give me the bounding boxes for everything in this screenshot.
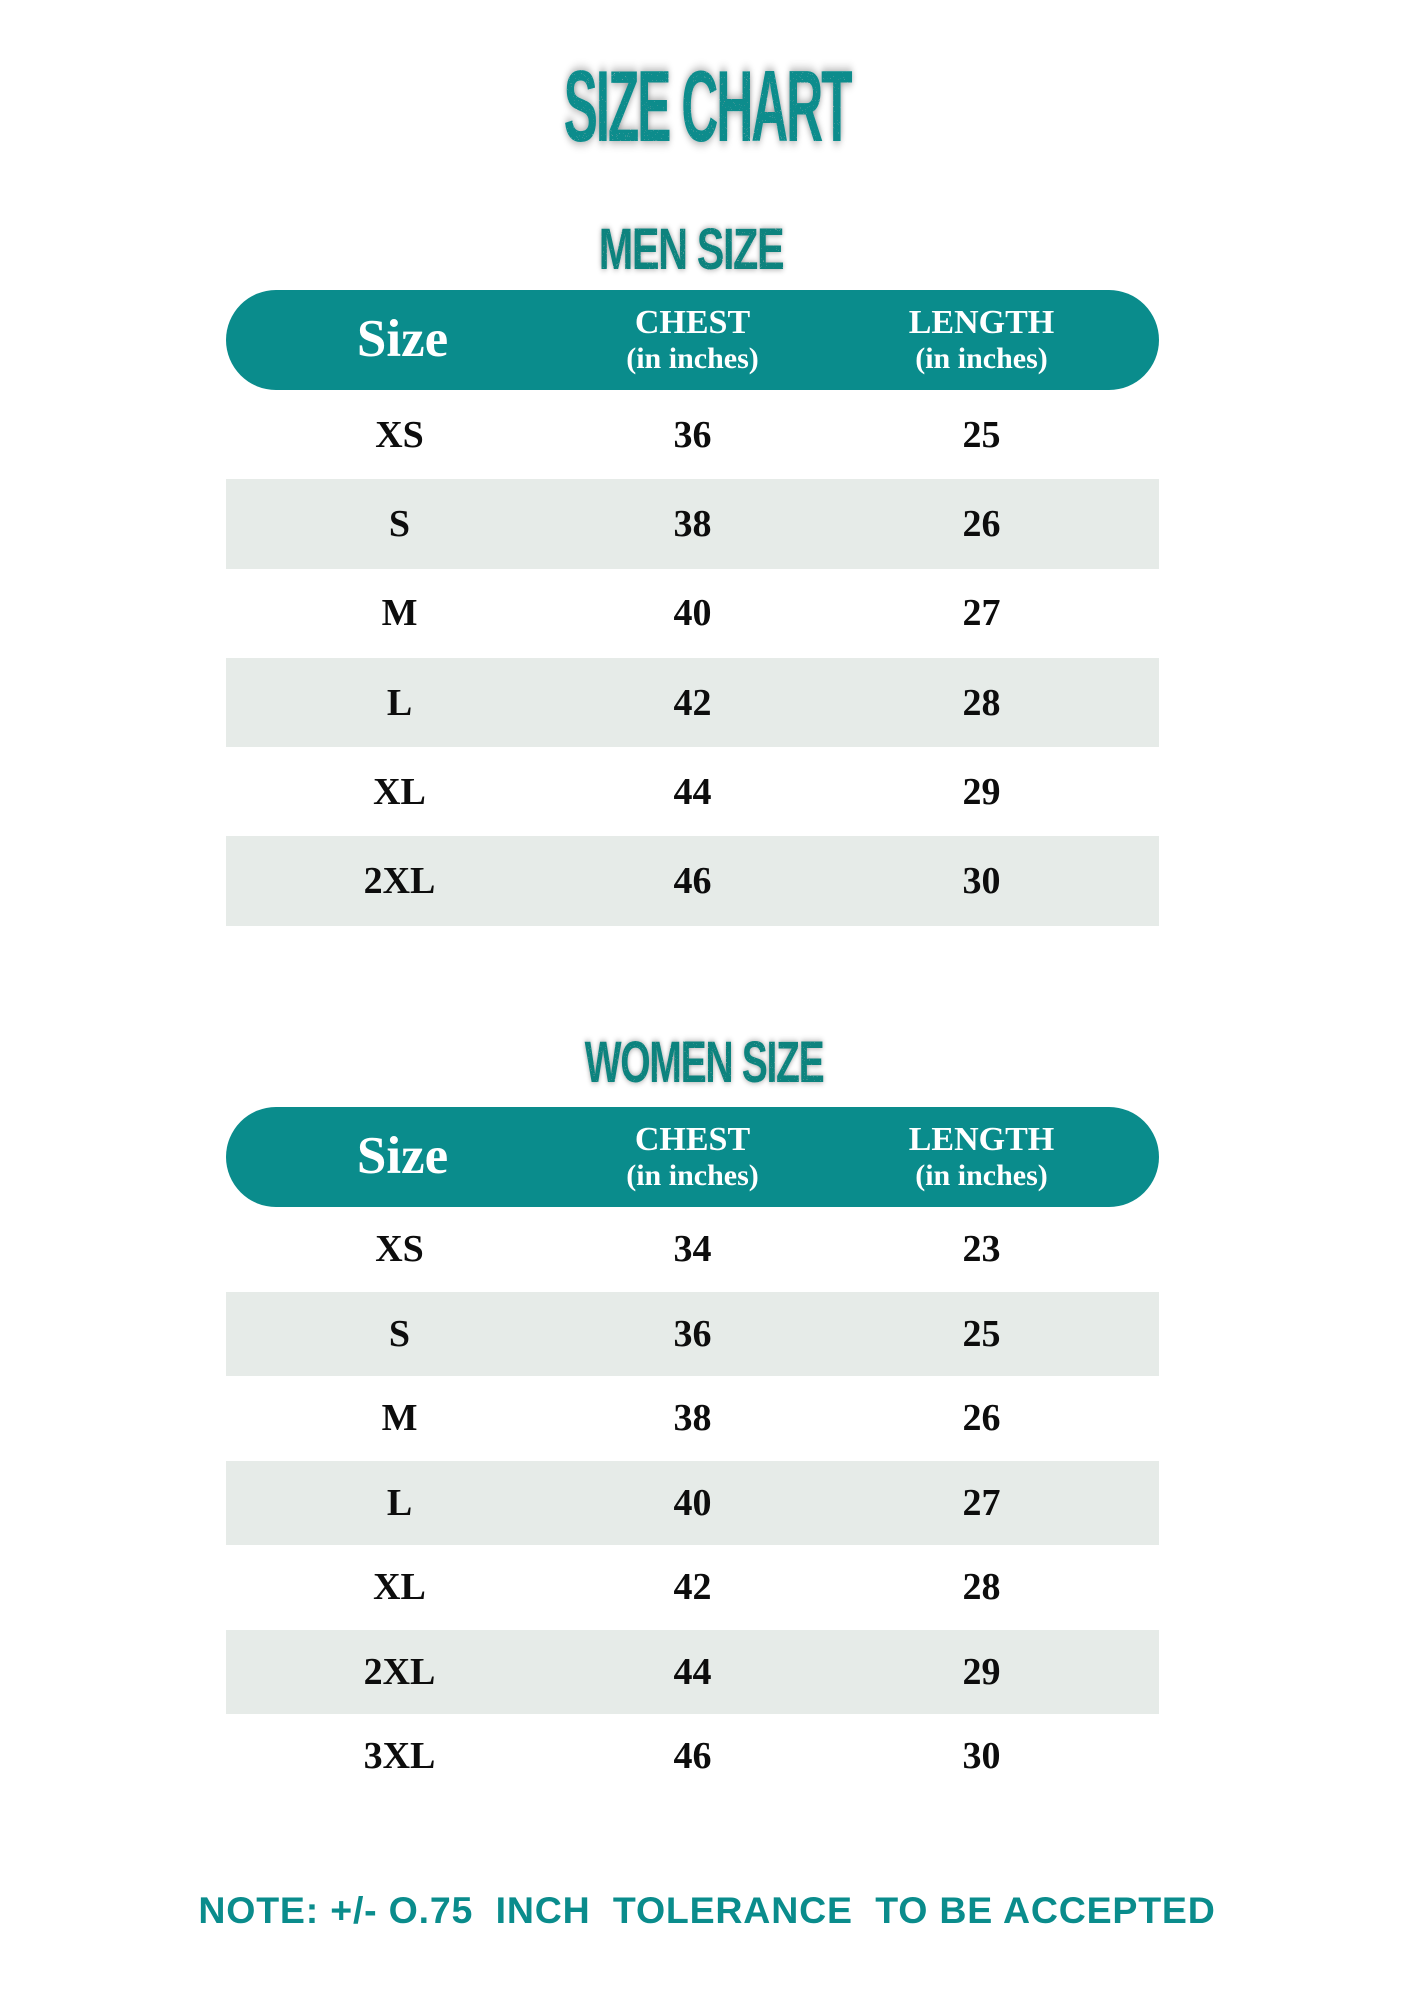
svg-text:MEN SIZE: MEN SIZE <box>599 217 783 282</box>
svg-text:WOMEN SIZE: WOMEN SIZE <box>585 1030 824 1094</box>
svg-text:SIZE CHART: SIZE CHART <box>564 50 853 163</box>
